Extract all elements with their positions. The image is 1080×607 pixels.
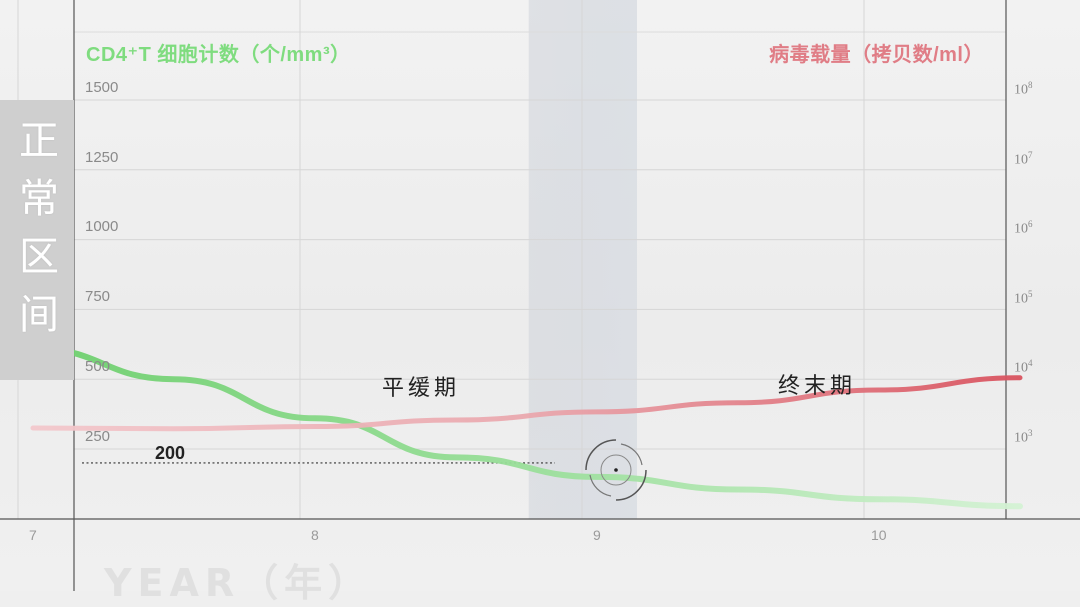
- left-tick-label: 750: [85, 288, 111, 305]
- left-tick-label: 250: [85, 428, 111, 445]
- normal-range-badge: 正常区间: [19, 118, 59, 338]
- left-axis-title: CD4⁺T 细胞计数（个/mm³）: [86, 44, 351, 66]
- threshold-label: 200: [155, 443, 186, 463]
- x-tick-label: 10: [871, 527, 887, 543]
- right-tick-label: 103: [1014, 428, 1033, 446]
- x-tick-label: 9: [593, 527, 601, 543]
- normal-range-badge-bg: [0, 100, 74, 380]
- x-tick-label: 7: [29, 527, 37, 543]
- target-marker-arc: [620, 443, 643, 466]
- target-marker-dot: [614, 468, 618, 472]
- target-marker-arc: [589, 474, 612, 497]
- target-marker-ring: [600, 454, 632, 486]
- right-axis-title: 病毒载量（拷贝数/ml）: [769, 44, 984, 66]
- chart-plot: [0, 0, 1080, 591]
- left-tick-label: 500: [85, 358, 111, 375]
- x-tick-label: 8: [311, 527, 319, 543]
- left-tick-label: 1250: [85, 149, 119, 166]
- target-marker-arc: [615, 469, 647, 501]
- x-axis-title: YEAR（年）: [104, 561, 373, 605]
- right-tick-label: 108: [1014, 80, 1033, 98]
- shaded-region: [528, 0, 637, 519]
- right-tick-label: 104: [1014, 358, 1033, 376]
- target-marker-arc: [585, 439, 617, 471]
- left-tick-label: 1500: [85, 79, 119, 96]
- right-tick-label: 105: [1014, 289, 1033, 307]
- cd4-count-line: [30, 345, 1023, 510]
- phase-label-terminal: 终末期: [778, 374, 857, 399]
- right-tick-label: 106: [1014, 219, 1033, 237]
- left-tick-label: 1000: [85, 218, 119, 235]
- phase-label-plateau: 平缓期: [382, 376, 461, 401]
- right-tick-label: 107: [1014, 150, 1033, 168]
- viral-load-line: [30, 375, 1023, 432]
